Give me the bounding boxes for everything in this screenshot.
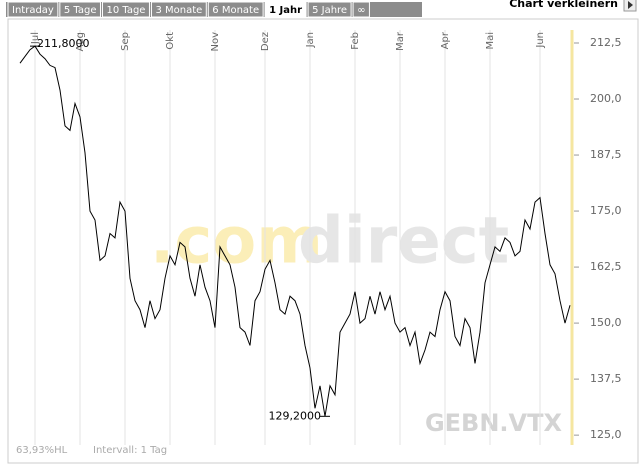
chart-shrink-button[interactable]: Chart verkleinern xyxy=(509,0,618,10)
tab-label[interactable]: 5 Tage xyxy=(64,5,97,16)
x-tick-label: Jan xyxy=(305,32,316,48)
tab[interactable] xyxy=(101,1,150,18)
x-tick-label: Feb xyxy=(350,32,361,50)
y-tick-label: 137,5 xyxy=(590,372,622,385)
tab[interactable] xyxy=(264,1,307,18)
chart-frame xyxy=(7,18,639,464)
tab[interactable] xyxy=(59,1,101,18)
x-tick-label: Sep xyxy=(120,32,131,51)
annotation-label: 129,2000 xyxy=(269,409,322,422)
tab-label[interactable]: 10 Tage xyxy=(106,5,145,16)
y-tick-label: 162,5 xyxy=(590,260,622,273)
y-tick-label: 150,0 xyxy=(590,316,622,329)
x-tick-label: Mar xyxy=(395,31,406,51)
tab[interactable] xyxy=(307,1,352,18)
tab[interactable] xyxy=(207,1,264,18)
x-tick-label: Dez xyxy=(260,32,271,51)
y-tick-label: 125,0 xyxy=(590,428,622,441)
x-tick-label: Aug xyxy=(75,32,86,52)
y-tick-label: 200,0 xyxy=(590,92,622,105)
tab[interactable] xyxy=(150,1,207,18)
tab-label[interactable]: 6 Monate xyxy=(212,5,259,16)
y-tick-label: 187,5 xyxy=(590,148,622,161)
tab-label[interactable]: 5 Jahre xyxy=(312,5,347,16)
watermark-logo: .com xyxy=(150,205,323,279)
tab-label[interactable]: 1 Jahr xyxy=(269,5,302,16)
x-tick-label: Okt xyxy=(165,32,176,50)
x-tick-label: Jul xyxy=(30,32,41,45)
x-tick-label: Apr xyxy=(440,31,451,49)
y-tick-label: 175,0 xyxy=(590,204,622,217)
annotation-label: 211,8000 xyxy=(37,37,90,50)
tab-label[interactable]: Intraday xyxy=(12,5,54,16)
arrow-icon xyxy=(628,1,633,9)
watermark-logo: direct xyxy=(298,205,509,279)
tab[interactable] xyxy=(352,1,370,18)
x-tick-label: Jun xyxy=(535,32,546,49)
symbol-watermark: GEBN.VTX xyxy=(425,409,563,437)
tab[interactable] xyxy=(7,1,59,18)
footer-interval: Intervall: 1 Tag xyxy=(93,445,167,456)
tab-label[interactable]: 3 Monate xyxy=(155,5,202,16)
footer-hl: 63,93%HL xyxy=(16,445,68,456)
x-tick-label: Nov xyxy=(210,32,221,52)
y-tick-label: 212,5 xyxy=(590,36,622,49)
price-line xyxy=(19,45,571,417)
tab-label[interactable]: ∞ xyxy=(357,5,365,16)
x-tick-label: Mai xyxy=(485,32,496,50)
